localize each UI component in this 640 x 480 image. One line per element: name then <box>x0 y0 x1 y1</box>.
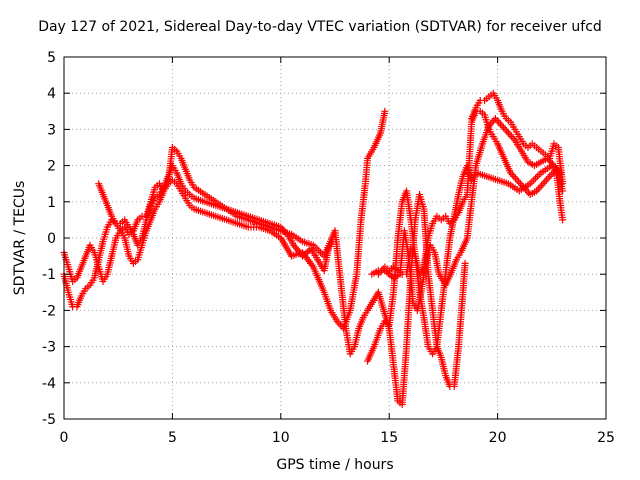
data-point <box>539 180 547 188</box>
x-tick-label: 0 <box>60 430 69 446</box>
y-tick-label: 3 <box>47 122 56 138</box>
axis-ticks: 0 5 10 15 20 25 -5 -4 -3 -2 -1 0 1 2 3 4 5 <box>42 50 615 446</box>
data-point <box>498 122 506 130</box>
y-tick-label: -4 <box>42 376 56 392</box>
data-marker <box>547 171 555 179</box>
data-marker <box>493 116 501 124</box>
data-marker <box>506 131 514 139</box>
y-tick-label: -1 <box>42 267 56 283</box>
data-series <box>368 115 564 314</box>
data-marker <box>495 118 503 126</box>
y-tick-label: 2 <box>47 159 56 175</box>
data-point <box>546 172 554 180</box>
data-point <box>559 180 567 188</box>
data-point <box>461 259 469 267</box>
y-tick-label: 0 <box>47 231 56 247</box>
x-axis-label: GPS time / hours <box>276 457 394 473</box>
data-point <box>556 169 564 177</box>
x-tick-label: 15 <box>380 430 398 446</box>
data-marker <box>508 133 516 141</box>
data-marker <box>533 172 541 180</box>
data-marker <box>532 174 540 182</box>
data-marker <box>511 174 519 182</box>
x-tick-label: 25 <box>597 430 615 446</box>
y-tick-label: -2 <box>42 303 56 319</box>
data-marker <box>500 124 508 132</box>
y-tick-label: -5 <box>42 412 56 428</box>
data-marker <box>524 189 532 197</box>
data-marker <box>544 174 552 182</box>
data-marker <box>530 176 538 184</box>
y-tick-label: -3 <box>42 340 56 356</box>
data-point <box>559 187 567 195</box>
data-marker <box>535 171 543 179</box>
data-point <box>329 238 337 246</box>
data-marker <box>503 127 511 135</box>
data-marker <box>376 268 384 276</box>
data-series <box>95 162 337 275</box>
data-point <box>491 115 499 123</box>
x-tick-label: 5 <box>168 430 177 446</box>
data-points <box>60 89 567 409</box>
data-marker <box>542 176 550 184</box>
y-tick-label: 4 <box>47 86 56 102</box>
chart-title: Day 127 of 2021, Sidereal Day-to-day VTE… <box>38 19 602 35</box>
data-point <box>513 176 521 184</box>
data-marker <box>536 183 544 191</box>
x-tick-label: 10 <box>272 430 290 446</box>
y-axis-label: SDTVAR / TECUs <box>12 180 28 296</box>
data-marker <box>501 125 509 133</box>
x-tick-label: 20 <box>489 430 507 446</box>
data-point <box>381 107 389 115</box>
data-marker <box>515 178 523 186</box>
y-tick-label: 1 <box>47 195 56 211</box>
data-marker <box>528 178 536 186</box>
y-tick-label: 5 <box>47 50 56 66</box>
data-marker <box>510 172 518 180</box>
data-point <box>504 129 512 137</box>
data-marker <box>541 178 549 186</box>
data-marker <box>538 182 546 190</box>
data-point <box>559 216 567 224</box>
